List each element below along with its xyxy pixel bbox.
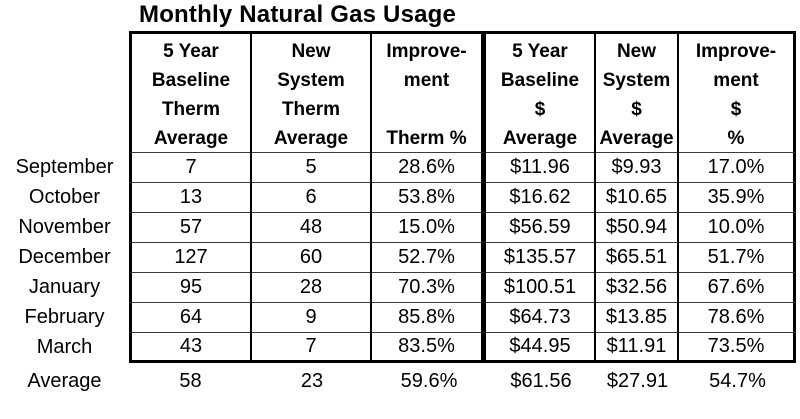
cell-dollar-new: $27.91 [606, 369, 669, 392]
cell-therm-baseline: 58 [179, 369, 202, 392]
cell-therm-new: 9 [252, 302, 372, 332]
cell-dollar-baseline: $11.96 [486, 152, 596, 182]
cell-dollar-new: $65.51 [596, 242, 679, 272]
row-label: March [36, 336, 93, 358]
cell-therm-improvement: 53.8% [372, 182, 486, 212]
cell-therm-improvement: 83.5% [372, 332, 486, 363]
cell-dollar-new: $13.85 [596, 302, 679, 332]
cell-therm-new: 28 [252, 272, 372, 302]
table-title: Monthly Natural Gas Usage [139, 1, 457, 28]
cell-therm-new: 7 [252, 332, 372, 363]
cell-dollar-improvement: 73.5% [679, 332, 796, 363]
cell-dollar-new: $50.94 [596, 212, 679, 242]
cell-dollar-new: $9.93 [596, 152, 679, 182]
cell-therm-baseline: 13 [129, 182, 252, 212]
col-header-therm-improvement: Improve- ment Therm % [372, 31, 486, 152]
cell-dollar-baseline: $64.73 [486, 302, 596, 332]
cell-therm-baseline: 57 [129, 212, 252, 242]
cell-dollar-improvement: 54.7% [709, 369, 766, 392]
cell-dollar-new: $10.65 [596, 182, 679, 212]
cell-therm-improvement: 70.3% [372, 272, 486, 302]
cell-dollar-baseline: $56.59 [486, 212, 596, 242]
cell-therm-improvement: 28.6% [372, 152, 486, 182]
cell-therm-baseline: 127 [129, 242, 252, 272]
cell-dollar-baseline: $16.62 [486, 182, 596, 212]
cell-dollar-improvement: 10.0% [679, 212, 796, 242]
cell-dollar-improvement: 35.9% [679, 182, 796, 212]
cell-therm-baseline: 7 [129, 152, 252, 182]
col-header-dollar-baseline: 5 Year Baseline $ Average [486, 31, 596, 152]
row-label: Average [27, 369, 102, 392]
cell-therm-improvement: 59.6% [400, 369, 458, 392]
cell-therm-new: 5 [252, 152, 372, 182]
cell-therm-new: 60 [252, 242, 372, 272]
col-header-therm-baseline: 5 Year Baseline Therm Average [129, 31, 252, 152]
cell-dollar-improvement: 67.6% [679, 272, 796, 302]
cell-dollar-baseline: $100.51 [486, 272, 596, 302]
row-label: January [28, 275, 101, 298]
cell-dollar-new: $11.91 [596, 332, 679, 363]
col-header-dollar-improvement: Improve- ment $ % [679, 31, 796, 152]
row-label: October [28, 185, 101, 208]
cell-therm-baseline: 64 [129, 302, 252, 332]
col-header-dollar-new: New System $ Average [596, 31, 679, 152]
cell-dollar-new: $32.56 [596, 272, 679, 302]
cell-therm-new: 23 [300, 369, 324, 392]
cell-dollar-baseline: $61.56 [510, 369, 572, 392]
cell-therm-improvement: 52.7% [372, 242, 486, 272]
cell-therm-new: 48 [252, 212, 372, 242]
cell-therm-baseline: 95 [129, 272, 252, 302]
cell-dollar-baseline: $135.57 [486, 242, 596, 272]
cell-dollar-improvement: 51.7% [679, 242, 796, 272]
cell-dollar-baseline: $44.95 [486, 332, 596, 363]
cell-therm-improvement: 15.0% [372, 212, 486, 242]
corner-spacer [0, 31, 129, 152]
gas-usage-table: 5 Year Baseline Therm Average New System… [0, 31, 796, 399]
row-label: September [15, 155, 114, 178]
cell-therm-improvement: 85.8% [372, 302, 486, 332]
cell-therm-baseline: 43 [129, 332, 252, 363]
row-label: December [18, 245, 111, 268]
cell-dollar-improvement: 78.6% [679, 302, 796, 332]
cell-therm-new: 6 [252, 182, 372, 212]
row-label: February [24, 305, 105, 328]
row-label: November [18, 215, 111, 238]
col-header-therm-new: New System Therm Average [252, 31, 372, 152]
cell-dollar-improvement: 17.0% [679, 152, 796, 182]
